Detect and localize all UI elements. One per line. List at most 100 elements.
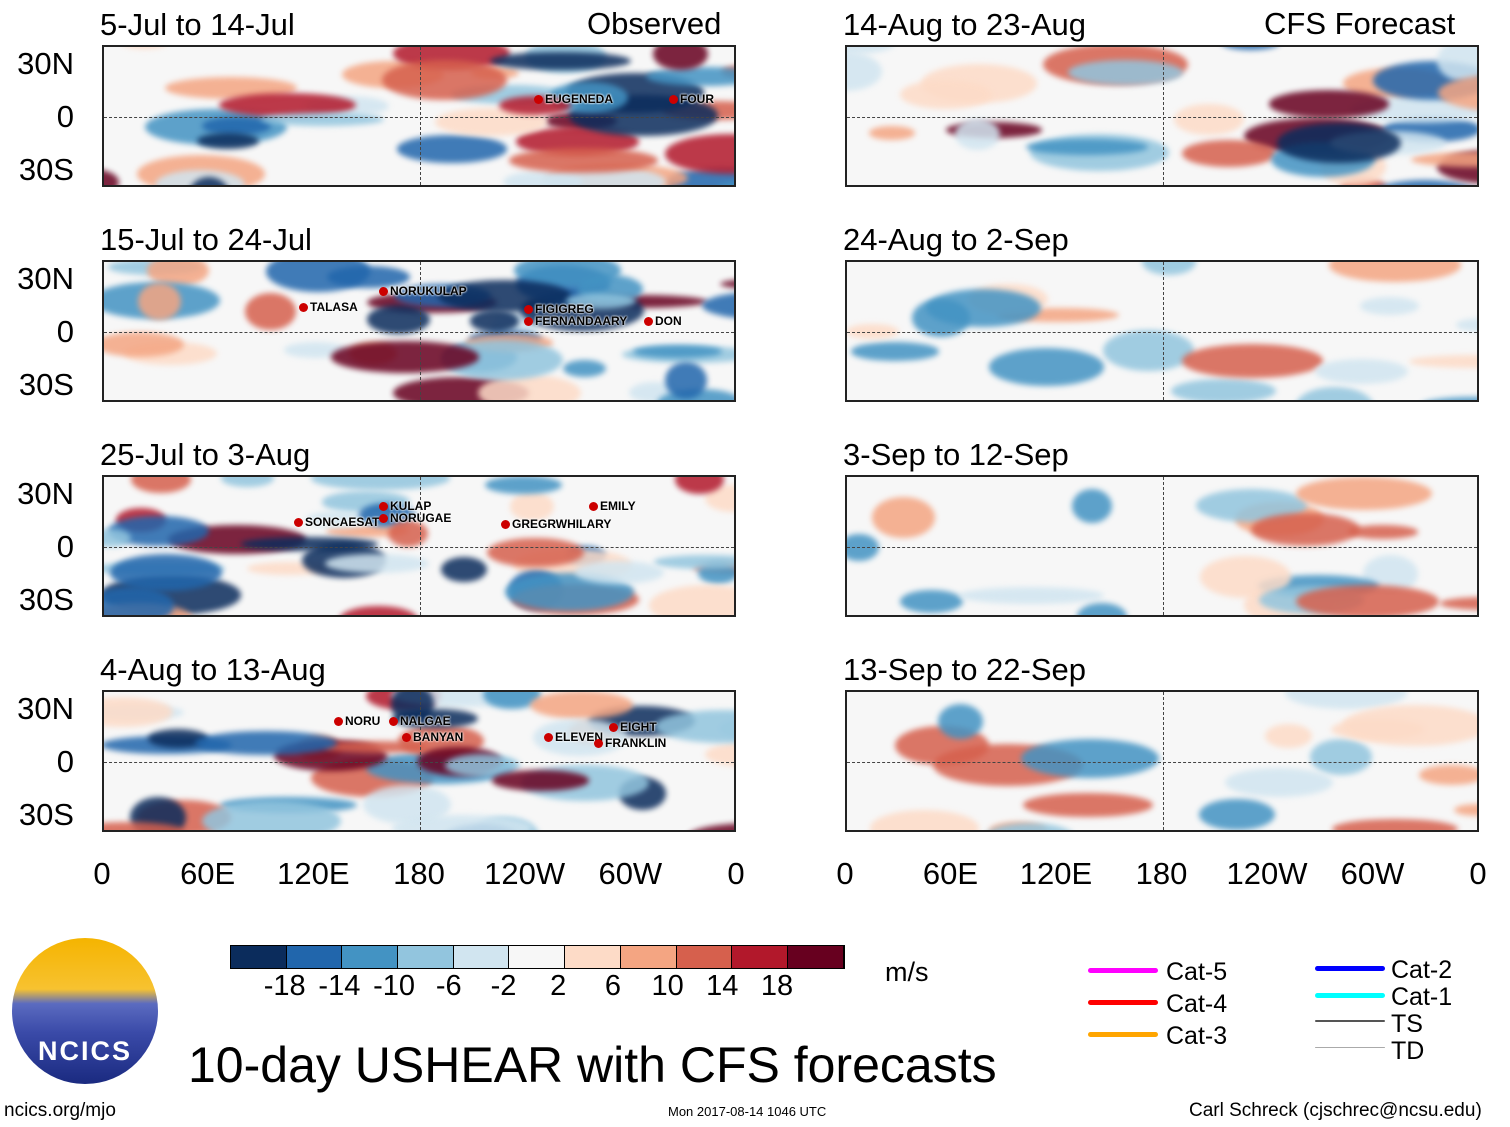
shear-anomaly-blob (194, 730, 337, 755)
shear-anomaly-blob (1295, 584, 1440, 615)
storm-label: BANYAN (402, 730, 463, 744)
observed-header: Observed (587, 6, 722, 41)
storm-label: FOUR (669, 92, 714, 106)
shear-anomaly-blob (483, 692, 541, 710)
storm-label: EMILY (589, 499, 636, 513)
shear-anomaly-blob (633, 344, 722, 358)
shear-anomaly-blob (508, 148, 658, 173)
storm-label: TALASA (299, 300, 358, 314)
shear-anomaly-blob (397, 135, 508, 163)
storm-label: NORU (334, 714, 380, 728)
latitude-label: 0 (56, 529, 74, 564)
dateline (1163, 47, 1164, 185)
shear-anomaly-blob (330, 341, 479, 373)
shear-anomaly-blob (900, 80, 993, 110)
forecast-panel-title: 13-Sep to 22-Sep (843, 652, 1087, 687)
latitude-label: 30N (17, 46, 74, 81)
shear-anomaly-blob (1181, 344, 1324, 378)
longitude-label: 60W (1340, 856, 1405, 891)
shear-anomaly-blob (367, 304, 431, 334)
shear-anomaly-blob (653, 47, 708, 71)
legend-line-cat-4 (1088, 1000, 1158, 1005)
latitude-label: 30S (18, 582, 74, 617)
shear-anomaly-blob (1021, 739, 1160, 779)
observed-map-panel: SONCAESAT KULAP NORUGAE GREGRWHILARY EMILY (102, 475, 736, 617)
shear-anomaly-blob (649, 584, 734, 615)
observed-panel-title: 4-Aug to 13-Aug (100, 652, 326, 687)
footer-author: Carl Schreck (cjschrec@ncsu.edu) (1189, 1100, 1482, 1121)
storm-label: KULAP (379, 499, 431, 513)
shear-anomaly-blob (1284, 692, 1408, 710)
shear-anomaly-blob (104, 821, 186, 830)
shear-anomaly-blob (1309, 738, 1373, 775)
shear-anomaly-blob (469, 310, 519, 332)
shear-anomaly-blob (871, 497, 936, 538)
equator-line (847, 547, 1477, 548)
shear-anomaly-blob (1419, 765, 1477, 786)
shear-anomaly-blob (382, 60, 507, 101)
shear-anomaly-blob (1409, 354, 1477, 368)
legend-label: Cat-2 (1391, 956, 1453, 984)
shear-anomaly-blob (562, 360, 607, 378)
shear-anomaly-blob (686, 823, 734, 830)
shear-anomaly-blob (241, 537, 378, 551)
shear-anomaly-blob (1225, 767, 1334, 797)
shear-anomaly-blob (1181, 140, 1277, 168)
shear-anomaly-blob (1348, 525, 1418, 539)
storm-label: ELEVEN (544, 730, 603, 744)
storm-label: NORUKULAP (379, 284, 467, 298)
longitude-label: 60W (598, 856, 663, 891)
legend-line-td (1315, 1047, 1385, 1048)
shear-anomaly-blob (1421, 396, 1477, 400)
equator-line (847, 117, 1477, 118)
shear-anomaly-blob (104, 168, 119, 185)
shear-anomaly-blob (201, 116, 272, 136)
observed-map-panel: NORU NALGAE BANYAN ELEVEN EIGHT FRANKLIN (102, 690, 736, 832)
shear-anomaly-blob (1440, 597, 1477, 610)
forecast-map-panel (845, 45, 1479, 187)
colorbar-swatch (787, 946, 844, 968)
shear-anomaly-blob (654, 555, 734, 569)
forecast-panel-title: 24-Aug to 2-Sep (843, 222, 1069, 257)
dateline (420, 47, 421, 185)
shear-anomaly-blob (529, 692, 633, 720)
forecast-header: CFS Forecast (1264, 6, 1456, 41)
equator-line (104, 547, 734, 548)
colorbar-tick-label: 10 (651, 970, 684, 1002)
shear-anomaly-blob (851, 342, 939, 361)
shear-anomaly-blob (444, 753, 521, 777)
shear-anomaly-blob (868, 126, 915, 140)
shear-anomaly-blob (719, 277, 734, 291)
shear-anomaly-blob (1023, 792, 1154, 818)
equator-line (847, 762, 1477, 763)
legend-label: Cat-5 (1166, 958, 1228, 986)
latitude-label: 0 (56, 99, 74, 134)
shear-anomaly-blob (925, 288, 1041, 327)
logo-text: NCICS (37, 1036, 132, 1066)
equator-line (104, 117, 734, 118)
shear-anomaly-blob (137, 282, 181, 321)
shear-anomaly-blob (202, 800, 342, 830)
colorbar-tick-label: -18 (263, 970, 306, 1002)
shear-anomaly-blob (988, 348, 1104, 386)
legend-line-ts (1315, 1020, 1385, 1022)
longitude-label: 120E (277, 856, 350, 891)
shear-anomaly-blob (109, 553, 222, 591)
colorbar-swatch (509, 946, 566, 968)
colorbar-swatch (565, 946, 621, 968)
colorbar-tick-label: -6 (435, 970, 462, 1002)
storm-label: SONCAESAT (294, 515, 379, 529)
latitude-label: 30S (18, 797, 74, 832)
longitude-label: 120E (1019, 856, 1093, 891)
colorbar-tick-label: 6 (604, 970, 621, 1002)
longitude-label: 0 (836, 856, 854, 891)
footer-url[interactable]: ncics.org/mjo (4, 1100, 116, 1121)
longitude-label: 0 (1469, 856, 1487, 891)
storm-label: NALGAE (389, 714, 451, 728)
colorbar-units: m/s (885, 957, 929, 987)
observed-panel-title: 25-Jul to 3-Aug (100, 437, 311, 472)
dateline (420, 262, 421, 400)
storm-label: FERNANDAARY (524, 314, 627, 328)
shear-anomaly-blob (675, 477, 725, 495)
shear-anomaly-blob (869, 810, 980, 830)
